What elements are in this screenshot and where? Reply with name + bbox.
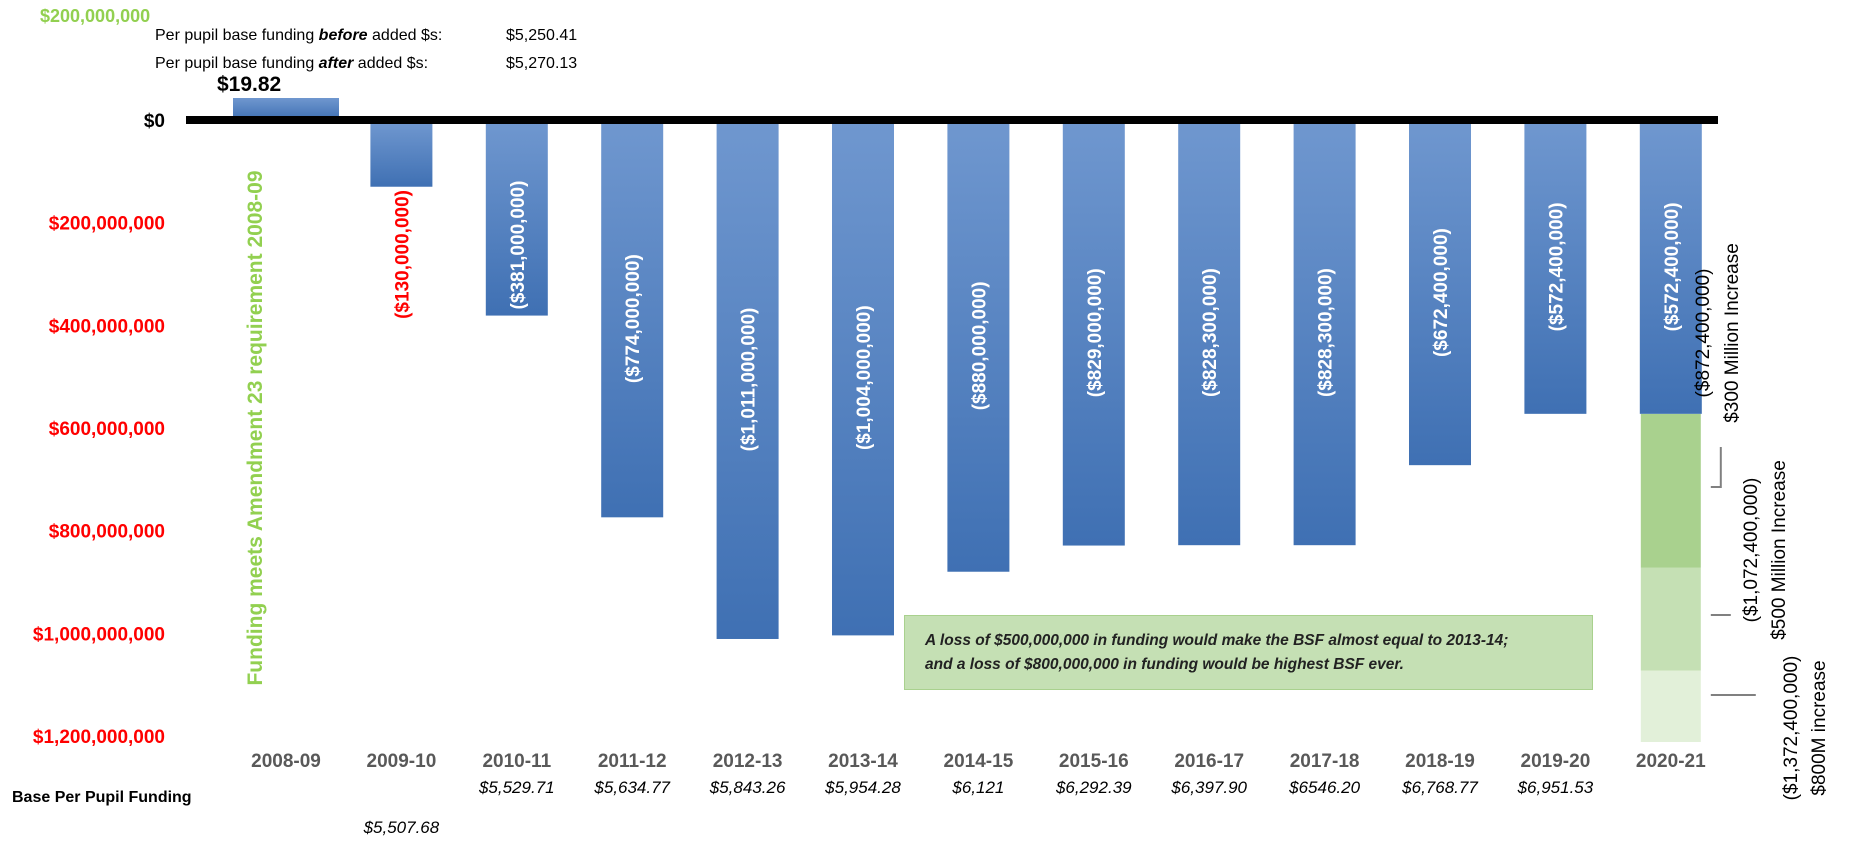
y-tick-label: $1,200,000,000 (33, 727, 165, 748)
note-after: Per pupil base funding after added $s: (155, 55, 428, 73)
scenario-increase-label: $800M increase (1809, 660, 1830, 795)
bar-value-label: ($1,004,000,000) (854, 305, 875, 450)
scenario-segment (1640, 567, 1701, 671)
x-tick-label: 2013-14 (828, 751, 898, 772)
per-pupil-funding-value: $6,951.53 (1517, 778, 1594, 797)
scenario-total-label: ($1,372,400,000) (1781, 656, 1802, 801)
bar-value-label: ($774,000,000) (623, 254, 644, 383)
note-before-em: before (318, 27, 368, 44)
note-before-suffix: added $s: (367, 27, 443, 44)
scenario-increase-label: $300 Million Increase (1722, 243, 1743, 423)
x-tick-label: 2019-20 (1521, 751, 1591, 772)
scenario-increase-label: $500 Million Increase (1769, 460, 1790, 640)
note-after-em: after (318, 55, 354, 72)
y-tick-label: $1,000,000,000 (33, 624, 165, 645)
x-tick-label: 2017-18 (1290, 751, 1360, 772)
bar-value-label: ($880,000,000) (969, 281, 990, 410)
note-box-line-1: A loss of $500,000,000 in funding would … (925, 632, 1509, 649)
bar-value-label: ($828,300,000) (1200, 268, 1221, 397)
bar-value-label: ($572,400,000) (1546, 202, 1567, 331)
per-pupil-funding-value: $5,507.68 (363, 818, 440, 837)
x-tick-label: 2008-09 (251, 751, 321, 772)
y-tick-label: $600,000,000 (49, 419, 165, 440)
bar-value-label: ($381,000,000) (508, 181, 529, 310)
small-bar-value-label: $19.82 (217, 73, 282, 96)
bar (370, 123, 433, 187)
note-box-line-2: and a loss of $800,000,000 in funding wo… (925, 656, 1404, 673)
base-per-pupil-funding-title: Base Per Pupil Funding (12, 789, 192, 806)
scenario-segment (1640, 413, 1701, 568)
x-tick-label: 2010-11 (482, 751, 551, 772)
x-tick-label: 2020-21 (1636, 751, 1706, 772)
scenario-segment (1640, 670, 1701, 742)
bar (1062, 123, 1125, 546)
y-axis-top-label: $200,000,000 (40, 6, 151, 26)
per-pupil-funding-value: $6,292.39 (1055, 778, 1132, 797)
scenario-bracket-300m (1710, 447, 1722, 488)
bar (832, 123, 894, 636)
y-tick-label: $800,000,000 (49, 522, 165, 543)
y-tick-label: $0 (144, 111, 165, 132)
scenario-total-label: ($1,072,400,000) (1741, 478, 1762, 623)
bar (1524, 123, 1587, 414)
bar (1409, 123, 1471, 466)
x-tick-label: 2009-10 (367, 751, 437, 772)
per-pupil-funding-value: $5,954.28 (824, 778, 901, 797)
per-pupil-funding-value: $6,397.90 (1170, 778, 1247, 797)
note-after-value: $5,270.13 (506, 55, 578, 72)
per-pupil-funding-value: $5,529.71 (478, 778, 555, 797)
x-tick-label: 2016-17 (1174, 751, 1244, 772)
bar (1293, 123, 1356, 546)
bar-value-label: ($130,000,000) (392, 190, 413, 319)
bar (716, 123, 779, 639)
per-pupil-funding-value: $5,843.26 (709, 778, 786, 797)
bar-value-label: ($829,000,000) (1085, 268, 1106, 397)
note-before-prefix: Per pupil base funding (155, 27, 319, 44)
bar (601, 123, 664, 518)
bar (485, 123, 548, 316)
note-after-suffix: added $s: (353, 55, 429, 72)
x-tick-label: 2018-19 (1405, 751, 1475, 772)
per-pupil-funding-value: $6,121 (951, 778, 1004, 797)
note-before-value: $5,250.41 (506, 27, 578, 44)
per-pupil-funding-value: $6,768.77 (1401, 778, 1478, 797)
bar-value-label: ($572,400,000) (1662, 202, 1683, 331)
per-pupil-funding-value: $6546.20 (1288, 778, 1360, 797)
bar (947, 123, 1010, 572)
bar (1639, 123, 1702, 414)
x-tick-label: 2015-16 (1059, 751, 1129, 772)
bar-value-label: ($672,400,000) (1431, 228, 1452, 357)
note-before: Per pupil base funding before added $s: (155, 27, 442, 45)
x-tick-label: 2014-15 (944, 751, 1014, 772)
x-tick-label: 2011-12 (598, 751, 667, 772)
y-tick-label: $400,000,000 (49, 316, 165, 337)
x-tick-label: 2012-13 (713, 751, 783, 772)
bar-value-label: ($828,300,000) (1316, 268, 1337, 397)
bar-2008-09 (233, 98, 339, 120)
bar-value-label: ($1,011,000,000) (739, 308, 760, 452)
amendment-annotation: Funding meets Amendment 23 requirement 2… (244, 170, 267, 685)
per-pupil-funding-value: $5,634.77 (593, 778, 670, 797)
y-tick-label: $200,000,000 (49, 214, 165, 235)
note-box: A loss of $500,000,000 in funding would … (904, 615, 1593, 690)
note-after-prefix: Per pupil base funding (155, 55, 319, 72)
bar (1178, 123, 1241, 546)
scenario-total-label: ($872,400,000) (1693, 269, 1714, 398)
